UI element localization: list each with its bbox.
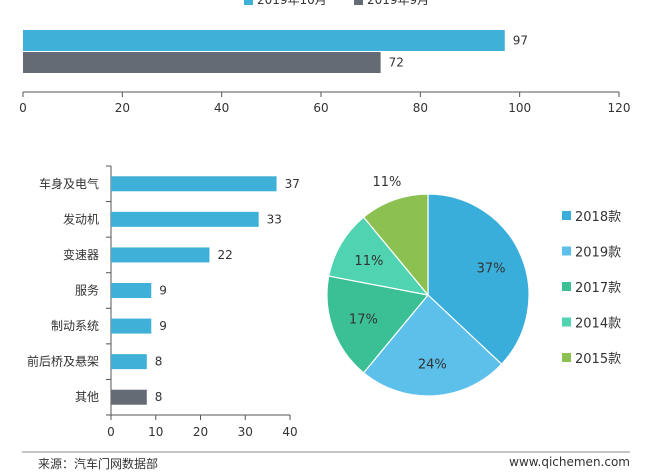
category-label: 发动机	[63, 211, 99, 226]
pie-slice	[362, 294, 503, 397]
pie-slice	[326, 275, 430, 374]
legend-label: 2019年9月	[367, 0, 429, 7]
legend-label: 2017款	[575, 281, 621, 296]
x-tick-label: 20	[115, 101, 130, 115]
category-label: 前后桥及悬架	[27, 354, 99, 369]
legend-swatch	[562, 317, 571, 327]
data-label: 72	[389, 56, 404, 70]
x-tick-label: 80	[413, 101, 428, 115]
x-tick-label: 0	[19, 101, 27, 115]
data-label: 37	[285, 177, 300, 191]
source-note: 来源：汽车门网数据部	[38, 457, 159, 471]
pie-value-label: 17%	[349, 312, 378, 327]
data-label: 9	[159, 319, 167, 333]
pie-slice	[328, 216, 430, 296]
x-tick-label: 40	[214, 101, 229, 115]
x-tick-label: 10	[148, 425, 163, 439]
bar	[23, 52, 381, 73]
x-tick-label: 40	[282, 425, 297, 439]
category-label: 其他	[75, 390, 99, 404]
legend-label: 2019款	[575, 246, 621, 261]
bar	[111, 389, 147, 405]
bar	[111, 247, 210, 263]
bar	[111, 176, 277, 192]
legend-swatch	[562, 211, 571, 220]
pie-value-label: 24%	[418, 358, 447, 373]
category-label: 车身及电气	[39, 176, 99, 191]
data-label: 97	[513, 34, 528, 48]
x-tick-label: 20	[193, 425, 208, 439]
pie-value-label: 11%	[354, 254, 383, 269]
bar	[111, 318, 152, 334]
bar	[111, 211, 259, 227]
legend-swatch	[562, 353, 571, 362]
legend-swatch	[244, 0, 253, 5]
legend-label: 2019年10月	[257, 0, 327, 7]
data-label: 33	[267, 212, 282, 226]
x-tick-label: 0	[107, 425, 115, 439]
data-label: 22	[217, 248, 232, 262]
category-label: 制动系统	[51, 319, 99, 333]
legend-swatch	[562, 282, 571, 291]
x-tick-label: 30	[238, 425, 253, 439]
legend-label: 2014款	[575, 317, 621, 332]
legend-swatch	[354, 0, 363, 5]
pie-slice	[427, 193, 530, 365]
legend-label: 2018款	[575, 210, 621, 225]
x-tick-label: 120	[608, 101, 631, 115]
legend-swatch	[562, 246, 571, 256]
x-tick-label: 100	[508, 101, 531, 115]
data-label: 9	[159, 284, 167, 298]
bar	[111, 354, 147, 370]
bar	[23, 30, 505, 51]
legend-label: 2015款	[575, 352, 621, 367]
website-note: www.qichemen.com	[509, 455, 630, 469]
pie-value-label: 37%	[477, 262, 506, 277]
pie-slice	[362, 193, 429, 297]
data-label: 8	[155, 355, 163, 369]
category-label: 服务	[75, 283, 99, 298]
category-label: 变速器	[63, 247, 99, 262]
data-label: 8	[155, 390, 163, 404]
bar	[111, 283, 152, 298]
x-tick-label: 60	[313, 101, 328, 115]
pie-value-label: 11%	[372, 175, 401, 190]
